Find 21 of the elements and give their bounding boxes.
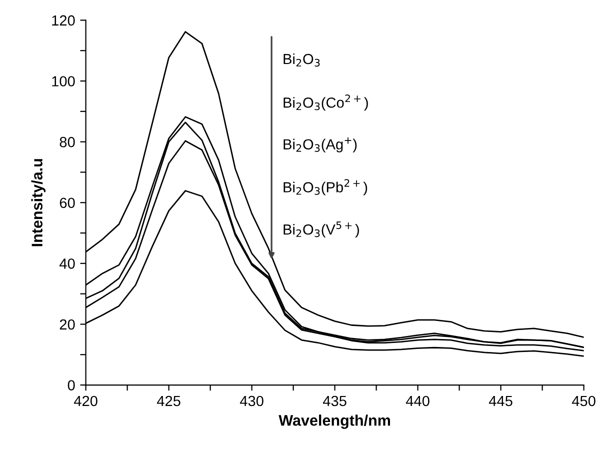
x-tick-label: 445 — [488, 396, 512, 406]
y-axis-title: Intensity/a.u — [31, 159, 46, 246]
x-tick-label: 435 — [322, 396, 346, 406]
x-tick-label: 430 — [240, 396, 264, 406]
y-tick-label: 40 — [60, 258, 75, 269]
y-tick-label: 100 — [52, 76, 75, 86]
x-tick-label: 450 — [572, 396, 596, 406]
y-tick-label: 80 — [60, 136, 75, 148]
x-tick-label: 425 — [156, 396, 180, 406]
y-tick-label: 0 — [68, 380, 75, 390]
annotation: Bi$_{2}$O$_{3}$ — [284, 53, 320, 67]
y-tick-label: 60 — [60, 198, 75, 208]
x-tick-label: 440 — [406, 396, 430, 406]
x-tick-label: 420 — [74, 396, 98, 406]
y-tick-label: 20 — [60, 319, 75, 330]
annotation: Bi$_{2}$O$_{3}$(V$^{5+}$) — [284, 222, 359, 238]
x-axis-title: Wavelength/nm — [278, 414, 390, 429]
annotation: Bi$_{2}$O$_{3}$(Co$^{2+}$) — [284, 94, 368, 111]
annotation: Bi$_{2}$O$_{3}$(Ag$^{+}$) — [284, 137, 357, 152]
annotation: Bi$_{2}$O$_{3}$(Pb$^{2+}$) — [284, 179, 368, 196]
y-tick-label: 120 — [52, 15, 75, 26]
